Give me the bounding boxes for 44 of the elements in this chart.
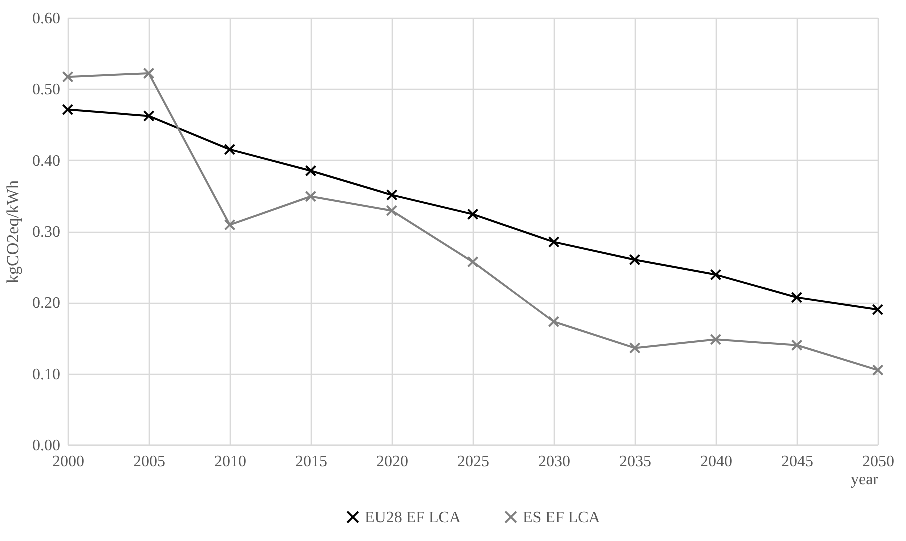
- point: [467, 208, 479, 220]
- x-tick-label: 2045: [782, 454, 814, 470]
- x-tick-label: 2005: [134, 454, 166, 470]
- point: [791, 292, 803, 304]
- point: [548, 236, 560, 248]
- point: [872, 304, 884, 316]
- x-tick-label: 2020: [376, 454, 408, 470]
- y-tick-label: 0.00: [32, 438, 60, 454]
- point: [305, 190, 317, 202]
- point: [548, 316, 560, 328]
- x-tick-label: 2010: [214, 454, 246, 470]
- point: [872, 364, 884, 376]
- point: [143, 68, 155, 80]
- point: [62, 104, 74, 116]
- y-axis-title: kgCO2eq/kWh: [4, 180, 22, 284]
- legend-label: EU28 EF LCA: [365, 509, 462, 526]
- point: [143, 110, 155, 122]
- x-tick-label: 2040: [700, 454, 732, 470]
- y-tick-label: 0.50: [32, 82, 60, 99]
- point: [710, 269, 722, 281]
- point: [224, 219, 236, 231]
- x-tick-label: 2025: [458, 454, 490, 470]
- y-tick-label: 0.20: [32, 295, 60, 312]
- x-axis-title: year: [850, 472, 880, 488]
- point: [629, 254, 641, 266]
- point: [386, 205, 398, 217]
- point: [386, 189, 398, 201]
- y-tick-label: 0.30: [32, 224, 60, 241]
- y-tick-label: 0.10: [32, 366, 60, 384]
- legend-label: ES EF LCA: [523, 509, 601, 526]
- x-tick-label: 2015: [296, 454, 328, 470]
- point: [224, 144, 236, 156]
- point: [305, 165, 317, 177]
- x-tick-label: 2050: [862, 454, 894, 470]
- point: [629, 342, 641, 354]
- point: [710, 334, 722, 346]
- y-tick-label: 0.60: [32, 10, 60, 28]
- point: [62, 71, 74, 83]
- point: [467, 256, 479, 268]
- x-tick-label: 2000: [52, 454, 84, 470]
- x-tick-label: 2035: [620, 454, 652, 470]
- y-tick-label: 0.40: [32, 152, 60, 170]
- point: [791, 340, 803, 352]
- x-tick-label: 2030: [538, 454, 570, 470]
